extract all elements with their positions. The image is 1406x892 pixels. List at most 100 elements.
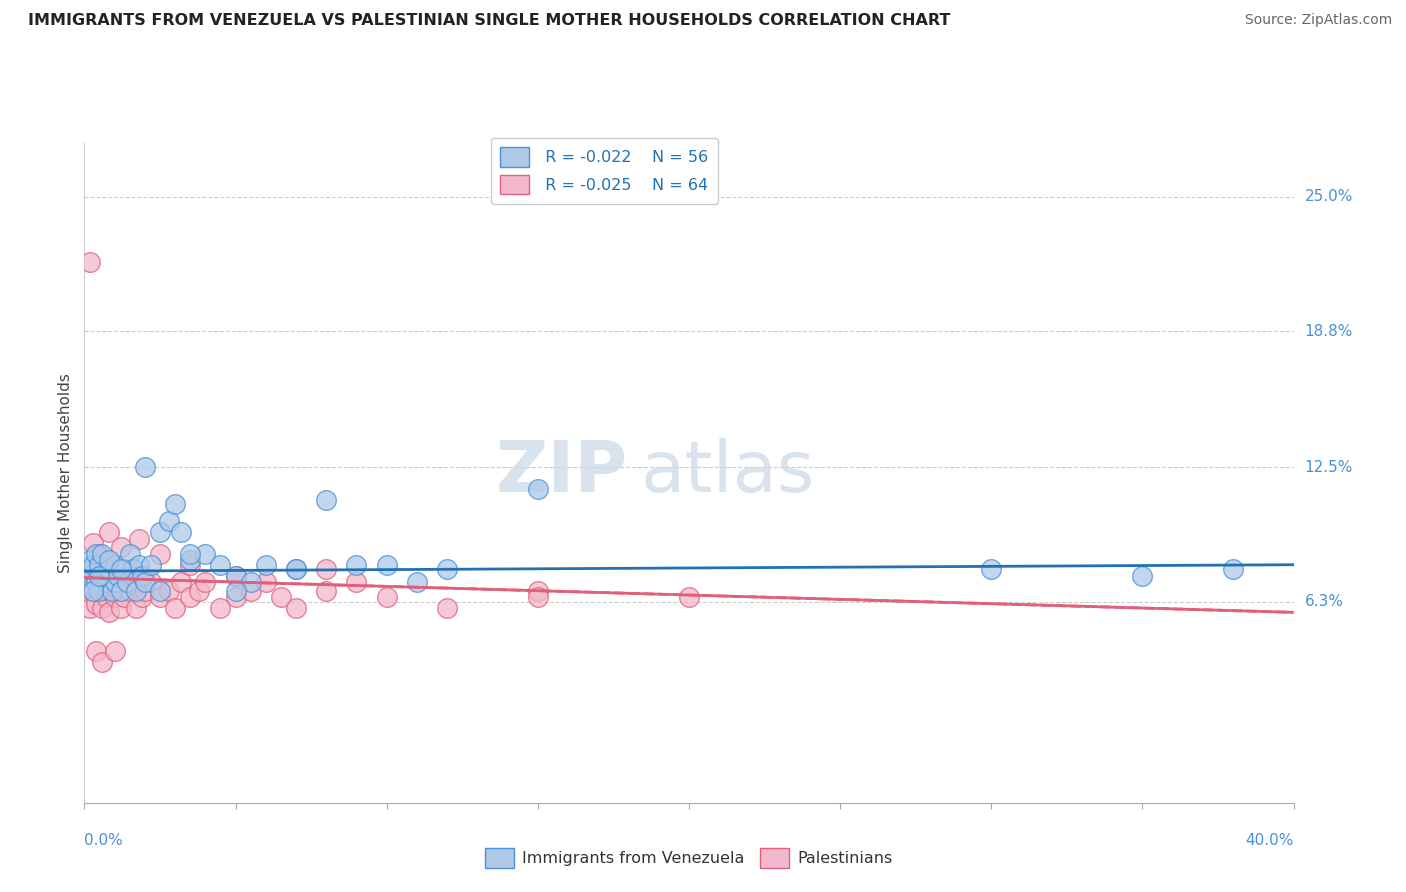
Point <box>97 553 120 567</box>
Point <box>97 562 120 576</box>
Point <box>194 575 217 590</box>
Point <box>94 591 117 605</box>
Y-axis label: Single Mother Households: Single Mother Households <box>58 373 73 573</box>
Point <box>107 568 129 582</box>
Point <box>134 460 156 475</box>
Point <box>179 547 201 561</box>
Point <box>128 532 150 546</box>
Point <box>89 547 111 561</box>
Point <box>91 655 114 669</box>
Point <box>225 591 247 605</box>
Point <box>134 583 156 598</box>
Point <box>375 558 398 572</box>
Point <box>115 579 138 593</box>
Point <box>139 575 162 590</box>
Point <box>125 583 148 598</box>
Point <box>270 591 292 605</box>
Point <box>110 562 132 576</box>
Point <box>128 575 150 590</box>
Point <box>89 558 111 572</box>
Text: 25.0%: 25.0% <box>1305 189 1353 204</box>
Point <box>110 583 132 598</box>
Point <box>225 583 247 598</box>
Point <box>163 601 186 615</box>
Point <box>149 583 172 598</box>
Point <box>86 597 108 611</box>
Point <box>209 601 232 615</box>
Point <box>89 568 111 582</box>
Point <box>79 553 101 567</box>
Point <box>89 583 111 598</box>
Point <box>980 562 1002 576</box>
Point <box>76 568 98 582</box>
Point <box>239 583 262 598</box>
Point <box>163 497 186 511</box>
Point <box>112 562 135 576</box>
Point <box>526 583 548 598</box>
Point <box>284 601 308 615</box>
Point <box>107 583 129 598</box>
Point <box>170 575 193 590</box>
Point <box>375 591 398 605</box>
Point <box>239 575 262 590</box>
Point <box>1130 568 1153 582</box>
Point <box>526 591 548 605</box>
Point <box>104 562 127 576</box>
Point <box>86 547 108 561</box>
Point <box>121 568 143 582</box>
Text: ZIP: ZIP <box>496 438 628 508</box>
Point <box>118 547 141 561</box>
Point <box>82 583 104 598</box>
Point <box>149 525 172 540</box>
Point <box>94 575 117 590</box>
Point <box>315 583 337 598</box>
Point <box>91 601 114 615</box>
Point <box>225 568 247 582</box>
Text: Source: ZipAtlas.com: Source: ZipAtlas.com <box>1244 13 1392 28</box>
Point <box>179 591 201 605</box>
Point <box>315 562 337 576</box>
Text: 12.5%: 12.5% <box>1305 460 1353 475</box>
Point <box>97 583 120 598</box>
Point <box>82 583 104 598</box>
Point <box>254 575 277 590</box>
Point <box>284 562 308 576</box>
Point <box>149 591 172 605</box>
Point <box>131 591 153 605</box>
Point <box>134 575 156 590</box>
Point <box>346 558 368 572</box>
Text: 40.0%: 40.0% <box>1246 833 1294 848</box>
Point <box>89 568 111 582</box>
Point <box>86 644 108 658</box>
Point <box>104 644 127 658</box>
Point <box>97 525 120 540</box>
Point <box>97 605 120 619</box>
Point <box>115 575 138 590</box>
Point <box>110 601 132 615</box>
Point <box>100 575 122 590</box>
Point <box>86 575 108 590</box>
Point <box>112 591 135 605</box>
Point <box>179 553 201 567</box>
Point <box>91 568 114 582</box>
Point <box>526 482 548 496</box>
Text: atlas: atlas <box>641 438 815 508</box>
Point <box>1222 562 1244 576</box>
Point <box>157 583 180 598</box>
Point <box>315 492 337 507</box>
Point <box>79 562 101 576</box>
Point <box>100 583 122 598</box>
Text: IMMIGRANTS FROM VENEZUELA VS PALESTINIAN SINGLE MOTHER HOUSEHOLDS CORRELATION CH: IMMIGRANTS FROM VENEZUELA VS PALESTINIAN… <box>28 13 950 29</box>
Point <box>170 525 193 540</box>
Point <box>284 562 308 576</box>
Point <box>82 562 104 576</box>
Point <box>209 558 232 572</box>
Point <box>86 575 108 590</box>
Point <box>82 558 104 572</box>
Point <box>104 591 127 605</box>
Point <box>139 558 162 572</box>
Point <box>76 583 98 598</box>
Point <box>94 562 117 576</box>
Point <box>104 575 127 590</box>
Point <box>110 575 132 590</box>
